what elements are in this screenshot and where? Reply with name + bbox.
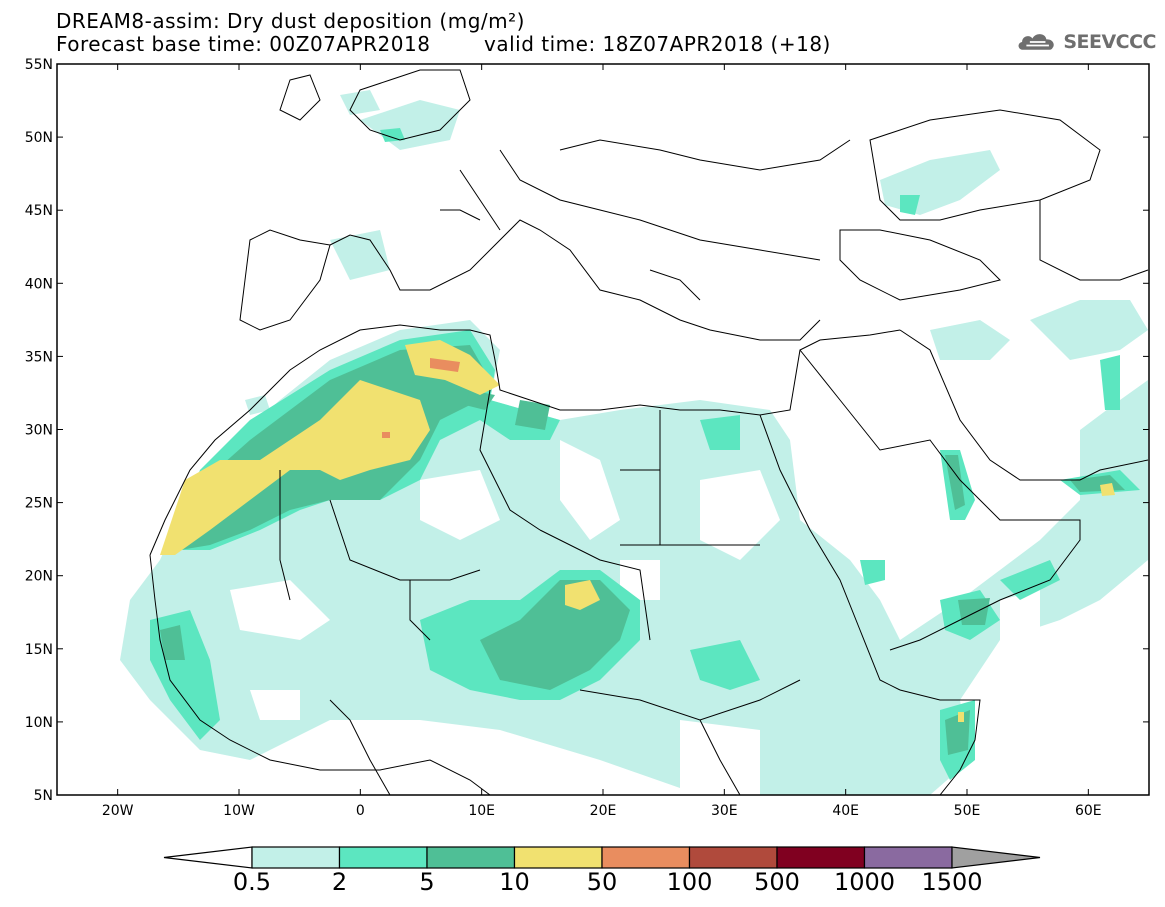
forecast-base-time: Forecast base time: 00Z07APR2018 [56,32,431,56]
colorbar-swatch [863,846,953,869]
map-title: DREAM8-assim: Dry dust deposition (mg/m²… [56,9,525,33]
lon-label: 20E [590,803,617,819]
lon-label: 30E [711,803,738,819]
latitude-axis: 55N 50N 45N 40N 35N 30N 25N 20N 15N 10N 5N [25,57,1149,804]
colorbar: 0.5 2 5 10 50 100 500 1000 1500 [163,846,1041,896]
lat-label: 40N [25,276,53,292]
colorbar-label: 1000 [834,868,895,896]
logo-text: SEEVCCC [1063,31,1156,53]
lat-label: 55N [25,57,53,73]
lon-label: 0 [356,803,365,819]
field-gaps [230,440,1040,795]
lat-label: 50N [25,130,53,146]
field-50-100 [382,358,460,438]
colorbar-swatch [688,846,778,869]
lat-label: 5N [34,788,53,804]
colorbar-label: 2 [332,868,347,896]
lon-label: 10W [223,803,255,819]
lon-label: 20W [102,803,134,819]
colorbar-under-triangle [163,846,253,869]
colorbar-label: 500 [754,868,800,896]
colorbar-swatch [251,846,341,869]
lon-label: 10E [468,803,495,819]
lon-label: 60E [1075,803,1102,819]
valid-time: valid time: 18Z07APR2018 (+18) [484,32,831,56]
cloud-icon [1018,34,1054,50]
deposition-field [120,90,1148,795]
seevccc-logo: SEEVCCC [1016,26,1156,58]
lat-label: 15N [25,642,53,658]
colorbar-label: 5 [419,868,434,896]
lat-label: 30N [25,423,53,439]
lat-label: 25N [25,496,53,512]
longitude-axis: 20W 10W 0 10E 20E 30E 40E 50E 60E [102,64,1102,819]
lat-label: 45N [25,203,53,219]
colorbar-label: 0.5 [233,868,271,896]
colorbar-swatch [776,846,866,869]
colorbar-label: 1500 [921,868,982,896]
colorbar-label: 50 [587,868,618,896]
lat-label: 20N [25,569,53,585]
colorbar-swatch [513,846,603,869]
colorbar-swatch [338,846,428,869]
lat-label: 10N [25,715,53,731]
lat-label: 35N [25,349,53,365]
lon-label: 40E [832,803,859,819]
coastlines [149,69,1149,795]
colorbar-over-triangle [951,846,1041,869]
colorbar-label: 100 [667,868,713,896]
colorbar-swatch [601,846,691,869]
colorbar-swatch [426,846,516,869]
lon-label: 50E [954,803,981,819]
colorbar-label: 10 [499,868,530,896]
